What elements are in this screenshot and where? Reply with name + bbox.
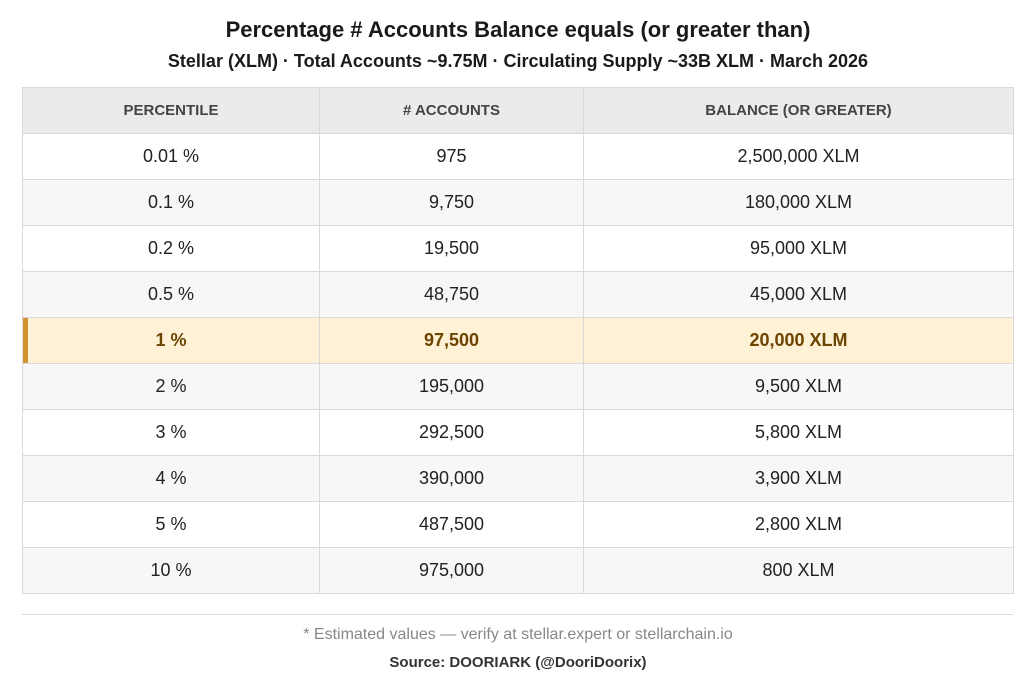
accounts-cell: 487,500 <box>319 501 584 548</box>
chart-title: Percentage # Accounts Balance equals (or… <box>225 17 811 42</box>
table-row: 3 % 292,500 5,800 XLM <box>22 409 1014 456</box>
table-row: 0.1 % 9,750 180,000 XLM <box>22 179 1014 226</box>
percentile-cell: 0.1 % <box>22 179 320 226</box>
percentile-table: PERCENTILE # ACCOUNTS BALANCE (OR GREATE… <box>22 87 1014 594</box>
table-row: 0.2 % 19,500 95,000 XLM <box>22 225 1014 272</box>
percentile-cell: 2 % <box>22 363 320 410</box>
accounts-cell: 19,500 <box>319 225 584 272</box>
percentile-cell: 0.5 % <box>22 271 320 318</box>
accounts-cell: 48,750 <box>319 271 584 318</box>
accounts-cell: 975,000 <box>319 547 584 594</box>
balance-cell: 20,000 XLM <box>583 317 1014 364</box>
table-row: 0.01 % 975 2,500,000 XLM <box>22 133 1014 180</box>
percentile-cell: 0.01 % <box>22 133 320 180</box>
accounts-cell: 195,000 <box>319 363 584 410</box>
balance-cell: 45,000 XLM <box>583 271 1014 318</box>
balance-cell: 180,000 XLM <box>583 179 1014 226</box>
table-row: 0.5 % 48,750 45,000 XLM <box>22 271 1014 318</box>
table-row: 10 % 975,000 800 XLM <box>22 547 1014 594</box>
accounts-cell: 9,750 <box>319 179 584 226</box>
percentile-cell: 5 % <box>22 501 320 548</box>
table-row: 5 % 487,500 2,800 XLM <box>22 501 1014 548</box>
chart-subtitle: Stellar (XLM) · Total Accounts ~9.75M · … <box>167 51 869 71</box>
percentile-cell: 4 % <box>22 455 320 502</box>
balance-cell: 3,900 XLM <box>583 455 1014 502</box>
column-header-accounts: # ACCOUNTS <box>319 87 584 134</box>
table-row-highlighted: 1 % 97,500 20,000 XLM <box>22 317 1014 364</box>
column-header-percentile: PERCENTILE <box>22 87 320 134</box>
table-row: 2 % 195,000 9,500 XLM <box>22 363 1014 410</box>
balance-cell: 800 XLM <box>583 547 1014 594</box>
percentile-cell: 1 % <box>22 317 320 364</box>
balance-cell: 5,800 XLM <box>583 409 1014 456</box>
footer-divider <box>22 614 1013 615</box>
percentile-cell: 3 % <box>22 409 320 456</box>
footnote: * Estimated values — verify at stellar.e… <box>303 626 733 643</box>
balance-cell: 95,000 XLM <box>583 225 1014 272</box>
source-credit: Source: DOORIARK (@DooriDoorix) <box>389 654 647 671</box>
percentile-cell: 10 % <box>22 547 320 594</box>
balance-cell: 2,500,000 XLM <box>583 133 1014 180</box>
balance-cell: 2,800 XLM <box>583 501 1014 548</box>
balance-cell: 9,500 XLM <box>583 363 1014 410</box>
column-header-balance: BALANCE (OR GREATER) <box>583 87 1014 134</box>
accounts-cell: 97,500 <box>319 317 584 364</box>
table-header-row: PERCENTILE # ACCOUNTS BALANCE (OR GREATE… <box>22 87 1014 134</box>
accounts-cell: 292,500 <box>319 409 584 456</box>
accounts-cell: 975 <box>319 133 584 180</box>
accounts-cell: 390,000 <box>319 455 584 502</box>
percentile-cell: 0.2 % <box>22 225 320 272</box>
table-row: 4 % 390,000 3,900 XLM <box>22 455 1014 502</box>
